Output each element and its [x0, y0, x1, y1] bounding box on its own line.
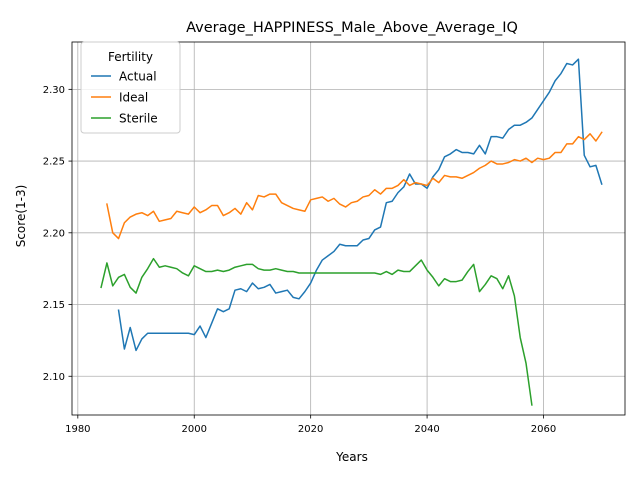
legend-title: Fertility [108, 50, 153, 64]
series-line-actual [117, 58, 603, 352]
x-tick-label: 2000 [182, 424, 207, 435]
axis-ticks: 1980 2000 2020 2040 2060 2.10 2.15 2.20 2.25 2.30 [43, 85, 556, 435]
y-tick-label: 2.30 [43, 85, 65, 96]
series-lines [100, 58, 603, 406]
x-axis-label: Years [335, 450, 368, 464]
legend-label-actual: Actual [119, 70, 157, 84]
plot-frame [71, 41, 626, 416]
series-line-sterile [100, 257, 533, 406]
y-tick-label: 2.20 [43, 228, 65, 239]
x-tick-label: 2060 [531, 424, 556, 435]
legend-entries: Actual Ideal Sterile [91, 70, 158, 126]
x-tick-label: 2040 [414, 424, 439, 435]
legend-box [80, 41, 181, 134]
legend-label-ideal: Ideal [119, 91, 148, 105]
grid-lines [72, 42, 625, 415]
chart-title: Average_HAPPINESS_Male_Above_Average_IQ [186, 20, 518, 36]
y-axis-label: Score(1-3) [14, 185, 28, 248]
series-line-ideal [106, 131, 603, 240]
y-tick-label: 2.10 [43, 372, 65, 383]
y-tick-label: 2.25 [43, 157, 65, 168]
legend: Fertility Actual Ideal Sterile [80, 41, 181, 134]
legend-label-sterile: Sterile [119, 112, 158, 126]
x-tick-label: 2020 [298, 424, 323, 435]
x-tick-label: 1980 [65, 424, 90, 435]
y-tick-label: 2.15 [43, 300, 65, 311]
